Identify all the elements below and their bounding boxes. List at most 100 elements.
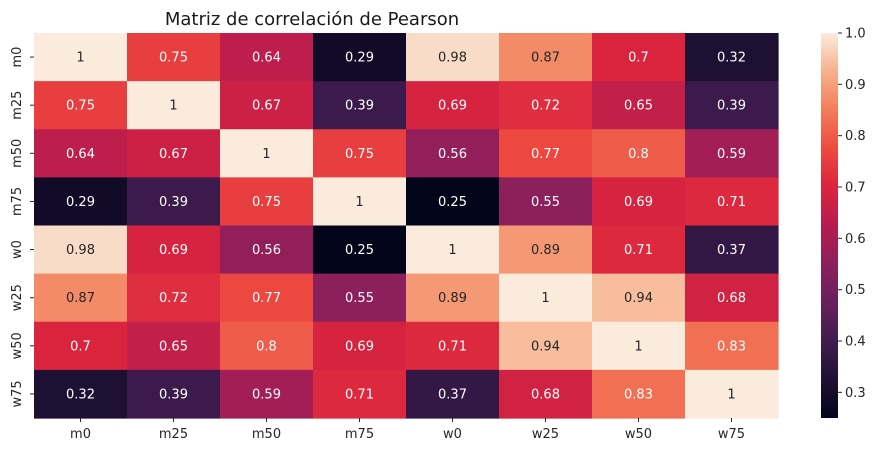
heatmap-cell-m25-w25	[499, 81, 593, 130]
colorbar-tick-label-0.8: 0.8	[845, 129, 866, 144]
heatmap-cell-m25-m25	[127, 81, 221, 130]
colorbar-tick-label-0.6: 0.6	[845, 232, 866, 247]
cell-label-m50-w50: 0.8	[628, 147, 649, 162]
colorbar-tick-label-0.5: 0.5	[845, 283, 866, 298]
heatmap-cell-m75-w0	[406, 177, 500, 227]
cell-label-w75-w75: 1	[727, 387, 735, 402]
cell-label-w50-m0: 0.7	[70, 339, 91, 354]
y-tick-label-m0: m0	[10, 47, 25, 68]
heatmap-cell-m50-m50	[220, 129, 314, 178]
heatmap-cell-m0-w25	[499, 33, 593, 82]
colorbar-tick-label-0.3: 0.3	[845, 386, 866, 401]
heatmap-cell-m75-w50	[592, 177, 686, 227]
y-tick-label-w50: w50	[10, 332, 25, 359]
heatmap-cell-w50-m75	[313, 321, 407, 371]
cell-label-w0-m75: 0.25	[345, 243, 374, 258]
cell-label-m50-w25: 0.77	[531, 147, 560, 162]
heatmap-cell-w50-m0	[34, 321, 128, 371]
cell-label-w75-m25: 0.39	[159, 387, 188, 402]
y-tick-label-w0: w0	[10, 240, 25, 259]
heatmap-cell-m50-m0	[34, 129, 128, 178]
y-tick-label-w75: w75	[10, 380, 25, 407]
cell-label-m0-m25: 0.75	[159, 51, 188, 66]
cell-label-w0-m25: 0.69	[159, 243, 188, 258]
y-tick-label-m50: m50	[10, 139, 25, 168]
cell-label-w0-w75: 0.37	[717, 243, 746, 258]
colorbar-gradient	[821, 33, 838, 418]
chart-title: Matriz de correlación de Pearson	[165, 9, 459, 30]
cell-label-w50-w25: 0.94	[531, 339, 560, 354]
heatmap-cell-m0-w50	[592, 33, 686, 82]
cell-label-w0-m50: 0.56	[252, 243, 281, 258]
y-tick-label-m25: m25	[10, 91, 25, 120]
colorbar: 0.3 0.4 0.5 0.6 0.7 0.8 0.9 1.0	[821, 27, 866, 418]
cell-label-m25-w50: 0.65	[624, 99, 653, 114]
heatmap-cell-w25-m0	[34, 273, 128, 323]
heatmap-cell-w75-m75	[313, 369, 407, 419]
heatmap-cell-m50-w75	[685, 129, 779, 178]
cell-label-w75-m50: 0.59	[252, 387, 281, 402]
heatmap-cell-w25-m50	[220, 273, 314, 323]
heatmap-cell-w0-w50	[592, 225, 686, 275]
x-tick-label-m75: m75	[345, 427, 374, 442]
cell-label-m75-m75: 1	[355, 195, 363, 210]
x-tick-label-m50: m50	[252, 427, 281, 442]
heatmap-cell-m75-m25	[127, 177, 221, 227]
heatmap-cell-m25-m75	[313, 81, 407, 130]
cell-label-w75-w25: 0.68	[531, 387, 560, 402]
cell-label-w75-w0: 0.37	[438, 387, 467, 402]
heatmap-cell-m75-m50	[220, 177, 314, 227]
heatmap-cell-m25-m0	[34, 81, 128, 130]
heatmap-cell-m25-m50	[220, 81, 314, 130]
y-tick-label-w25: w25	[10, 284, 25, 311]
heatmap-cell-w75-m50	[220, 369, 314, 419]
cell-label-m75-w25: 0.55	[531, 195, 560, 210]
heatmap-cell-w50-m50	[220, 321, 314, 371]
cell-label-m0-w25: 0.87	[531, 51, 560, 66]
cell-label-m0-m75: 0.29	[345, 51, 374, 66]
heatmap-cell-m0-m25	[127, 33, 221, 82]
cell-label-m75-w0: 0.25	[438, 195, 467, 210]
colorbar-tick-label-0.7: 0.7	[845, 181, 866, 196]
cell-label-w50-w0: 0.71	[438, 339, 467, 354]
cell-label-m25-w25: 0.72	[531, 99, 560, 114]
cell-label-m25-m25: 1	[169, 99, 177, 114]
heatmap-cell-w0-w0	[406, 225, 500, 275]
x-axis: m0 m25 m50 m75 w0 w25 w50 w75	[70, 418, 745, 442]
cell-label-m50-m25: 0.67	[159, 147, 188, 162]
cell-label-m25-w0: 0.69	[438, 99, 467, 114]
cell-label-m50-m75: 0.75	[345, 147, 374, 162]
heatmap-cell-w0-m0	[34, 225, 128, 275]
heatmap-cell-m0-w0	[406, 33, 500, 82]
cell-label-m0-m50: 0.64	[252, 51, 281, 66]
x-tick-label-w0: w0	[443, 427, 462, 442]
cell-label-w25-m0: 0.87	[66, 291, 95, 306]
cell-label-m75-w75: 0.71	[717, 195, 746, 210]
cell-label-m25-m50: 0.67	[252, 99, 281, 114]
cell-label-w75-m0: 0.32	[66, 387, 95, 402]
cell-label-w50-m25: 0.65	[159, 339, 188, 354]
cell-label-m75-m50: 0.75	[252, 195, 281, 210]
cell-label-m0-w75: 0.32	[717, 51, 746, 66]
cell-label-w50-m75: 0.69	[345, 339, 374, 354]
heatmap-cell-w0-w75	[685, 225, 779, 275]
cell-label-w0-m0: 0.98	[66, 243, 95, 258]
cell-label-w50-m50: 0.8	[256, 339, 277, 354]
heatmap-cell-w75-w50	[592, 369, 686, 419]
cell-label-w25-m25: 0.72	[159, 291, 188, 306]
cell-label-m50-m50: 1	[262, 147, 270, 162]
heatmap-annotations: 1 0.75 0.64 0.29 0.98 0.87 0.7 0.32 0.75 1 0.67 0.3…	[66, 51, 746, 403]
cell-label-w0-w0: 1	[448, 243, 456, 258]
heatmap-cell-w0-m75	[313, 225, 407, 275]
heatmap-cell-w75-m0	[34, 369, 128, 419]
colorbar-tick-label-1.0: 1.0	[845, 27, 866, 42]
x-tick-label-m25: m25	[159, 427, 188, 442]
heatmap-cell-w50-w0	[406, 321, 500, 371]
x-tick-label-m0: m0	[70, 427, 91, 442]
cell-label-w25-w25: 1	[541, 291, 549, 306]
heatmap-cell-w50-w75	[685, 321, 779, 371]
heatmap-cell-m0-w75	[685, 33, 779, 82]
heatmap-cell-w25-m75	[313, 273, 407, 323]
cell-label-m25-m75: 0.39	[345, 99, 374, 114]
cell-label-w0-w50: 0.71	[624, 243, 653, 258]
